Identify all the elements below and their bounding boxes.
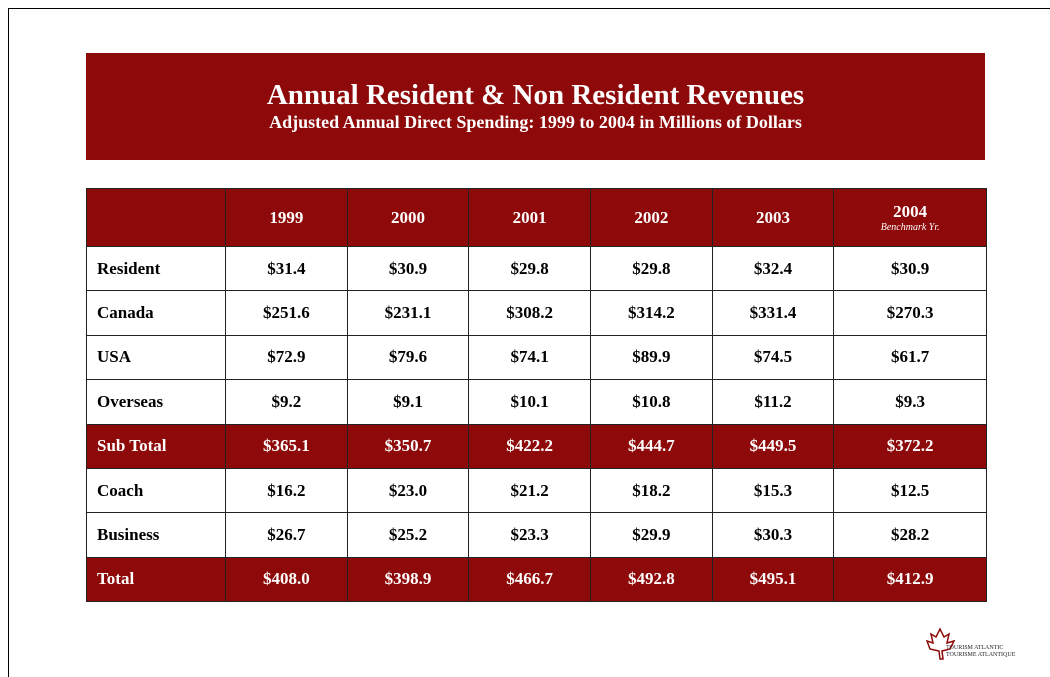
column-header: 2001 (468, 188, 592, 247)
logo: TOURISM ATLANTIC TOURISME ATLANTIQUE (925, 627, 1016, 660)
column-year: 2003 (756, 207, 791, 227)
table-row: USA $72.9 $79.6 $74.1 $89.9 $74.5 $61.7 (86, 334, 987, 381)
cell: $398.9 (346, 556, 470, 603)
maple-leaf (925, 627, 956, 660)
row-label: USA (86, 334, 226, 381)
table-row: Business $26.7 $25.2 $23.3 $29.9 $30.3 $28.2 (86, 512, 987, 558)
column-year: 1999 (269, 207, 304, 227)
cell: $331.4 (711, 290, 835, 336)
row-label: Resident (86, 245, 226, 292)
cell: $23.0 (346, 467, 470, 514)
subtitle: Adjusted Annual Direct Spending: 1999 to… (269, 112, 802, 132)
table-row: Resident $31.4 $30.9 $29.8 $29.8 $32.4 $30.9 (86, 245, 987, 292)
cell: $231.1 (346, 290, 470, 336)
cell: $9.3 (833, 379, 987, 425)
cell: $26.7 (225, 512, 348, 558)
cell: $10.8 (590, 379, 713, 425)
column-year: 2004 (893, 202, 928, 221)
cell: $32.4 (711, 245, 835, 292)
cell: $30.9 (833, 245, 987, 292)
column-note: Benchmark Yr. (880, 222, 940, 233)
cell: $444.7 (590, 423, 713, 469)
row-label: Overseas (86, 379, 226, 425)
cell: $21.2 (468, 467, 592, 514)
cell: $422.2 (468, 423, 592, 469)
cell: $270.3 (833, 290, 987, 336)
cell: $11.2 (711, 379, 835, 425)
revenue-table: 1999 2000 2001 2002 2003 2004 Benchmark Yr. Re… (86, 188, 987, 603)
slide (8, 8, 1050, 677)
cell: $10.1 (468, 379, 592, 425)
cell: $28.2 (833, 512, 987, 558)
cell: $412.9 (833, 556, 987, 603)
cell: $61.7 (833, 334, 987, 381)
column-header: 2000 (346, 188, 470, 247)
header-row: 1999 2000 2001 2002 2003 2004 Benchmark Yr. (86, 188, 987, 247)
cell: $25.2 (346, 512, 470, 558)
row-label: Total (86, 556, 226, 603)
cell: $18.2 (590, 467, 713, 514)
cell: $408.0 (225, 556, 348, 603)
cell: $74.1 (468, 334, 592, 381)
column-year: 2001 (512, 207, 547, 227)
cell: $12.5 (833, 467, 987, 514)
column-header: 1999 (225, 188, 348, 247)
cell: $9.2 (225, 379, 348, 425)
cell: $15.3 (711, 467, 835, 514)
logo-line1: TOURISM ATLANTIC (946, 645, 1003, 651)
column-header: 2003 (711, 188, 835, 247)
cell: $30.3 (711, 512, 835, 558)
table-row: Sub Total $365.1 $350.7 $422.2 $444.7 $449.5 $… (86, 423, 987, 469)
cell: $29.8 (590, 245, 713, 292)
cell: $365.1 (225, 423, 348, 469)
title-box: Annual Resident & Non Resident Revenues … (86, 53, 985, 160)
cell: $30.9 (346, 245, 470, 292)
row-label: Canada (86, 290, 226, 336)
cell: $251.6 (225, 290, 348, 336)
cell: $31.4 (225, 245, 348, 292)
cell: $372.2 (833, 423, 987, 469)
column-header: 2004 Benchmark Yr. (833, 188, 987, 247)
table-row: Coach $16.2 $23.0 $21.2 $18.2 $15.3 $12.5 (86, 467, 987, 514)
row-label: Business (86, 512, 226, 558)
table-row: Total $408.0 $398.9 $466.7 $492.8 $495.1 $412.… (86, 556, 987, 603)
cell: $308.2 (468, 290, 592, 336)
cell: $466.7 (468, 556, 592, 603)
table-row: Canada $251.6 $231.1 $308.2 $314.2 $331.4 $270… (86, 290, 987, 336)
cell: $314.2 (590, 290, 713, 336)
table-row: Overseas $9.2 $9.1 $10.1 $10.8 $11.2 $9.3 (86, 379, 987, 425)
cell: $9.1 (346, 379, 470, 425)
cell: $16.2 (225, 467, 348, 514)
cell: $23.3 (468, 512, 592, 558)
cell: $29.8 (468, 245, 592, 292)
cell: $89.9 (590, 334, 713, 381)
column-header: 2002 (590, 188, 713, 247)
title: Annual Resident & Non Resident Revenues (266, 79, 805, 111)
corner-cell (86, 188, 226, 247)
cell: $74.5 (711, 334, 835, 381)
column-year: 2002 (634, 207, 669, 227)
cell: $449.5 (711, 423, 835, 469)
row-label: Coach (86, 467, 226, 514)
table-body: Resident $31.4 $30.9 $29.8 $29.8 $32.4 $30.9 Ca… (86, 245, 987, 603)
column-year: 2000 (391, 207, 425, 227)
cell: $492.8 (590, 556, 713, 603)
cell: $29.9 (590, 512, 713, 558)
cell: $72.9 (225, 334, 348, 381)
cell: $495.1 (711, 556, 835, 603)
cell: $350.7 (346, 423, 470, 469)
row-label: Sub Total (86, 423, 226, 469)
logo-line2: TOURISME ATLANTIQUE (946, 652, 1016, 658)
cell: $79.6 (346, 334, 470, 381)
